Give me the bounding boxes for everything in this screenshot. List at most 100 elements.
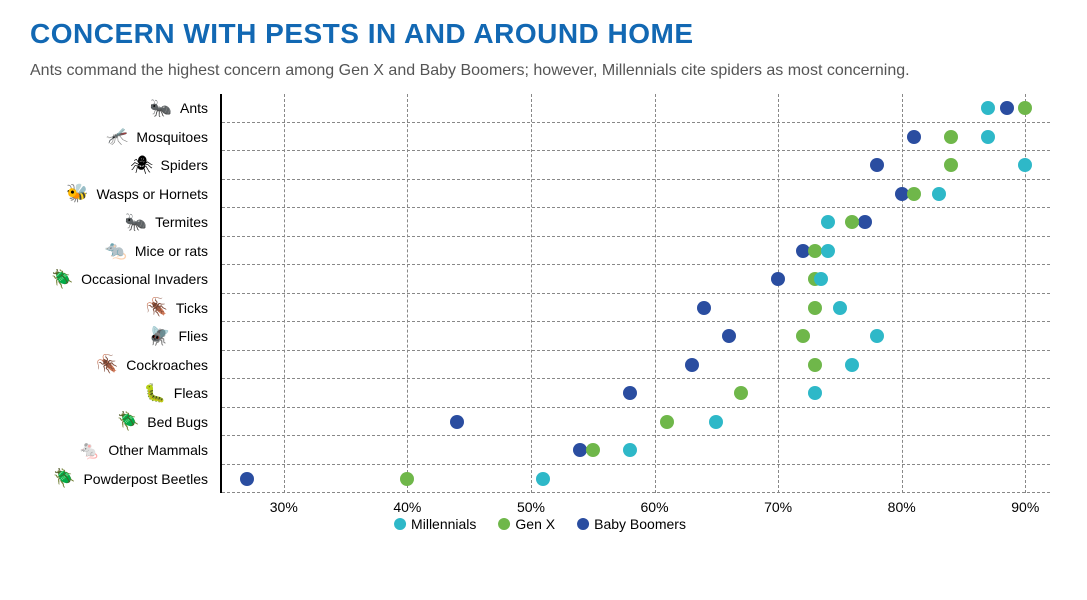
pest-icon: 🐝 bbox=[66, 183, 88, 205]
chart-row bbox=[222, 180, 1050, 209]
row-label: Other Mammals bbox=[108, 442, 208, 458]
row-label-wrap: 🪲Occasional Invaders bbox=[30, 265, 218, 294]
pest-icon: 🐁 bbox=[78, 439, 100, 461]
row-label: Spiders bbox=[161, 157, 208, 173]
data-marker-genx bbox=[734, 386, 748, 400]
data-marker-genx bbox=[1018, 101, 1032, 115]
data-marker-boomers bbox=[858, 215, 872, 229]
data-marker-millennials bbox=[821, 215, 835, 229]
pest-icon: 🪲 bbox=[117, 411, 139, 433]
pest-icon: 🐀 bbox=[105, 240, 127, 262]
chart-row bbox=[222, 408, 1050, 437]
data-marker-millennials bbox=[845, 358, 859, 372]
row-label-wrap: 🐛 Fleas bbox=[30, 379, 218, 408]
x-axis-tick-label: 50% bbox=[517, 499, 545, 515]
chart-row bbox=[222, 208, 1050, 237]
chart-row bbox=[222, 465, 1050, 494]
row-label-wrap: 🪳 Ticks bbox=[30, 294, 218, 323]
pest-icon: 🪳 bbox=[146, 297, 168, 319]
pest-icon: 🪲 bbox=[53, 468, 75, 490]
data-marker-genx bbox=[808, 301, 822, 315]
row-label-wrap: 🪳 Cockroaches bbox=[30, 351, 218, 380]
pest-icon: 🐜 bbox=[150, 97, 172, 119]
row-label-wrap: 🐝 Wasps or Hornets bbox=[30, 180, 218, 209]
data-marker-millennials bbox=[814, 272, 828, 286]
data-marker-boomers bbox=[685, 358, 699, 372]
row-label-wrap: 🪲 Powderpost Beetles bbox=[30, 465, 218, 494]
row-label: Ticks bbox=[176, 300, 208, 316]
row-label: Cockroaches bbox=[126, 357, 208, 373]
data-marker-genx bbox=[400, 472, 414, 486]
legend-label: Baby Boomers bbox=[594, 516, 686, 532]
data-marker-millennials bbox=[833, 301, 847, 315]
pest-icon: 🪰 bbox=[148, 325, 170, 347]
pest-icon: 🐜 bbox=[125, 211, 147, 233]
row-label-wrap: 🐁 Other Mammals bbox=[30, 436, 218, 465]
data-marker-genx bbox=[660, 415, 674, 429]
data-marker-millennials bbox=[932, 187, 946, 201]
legend-label: Gen X bbox=[515, 516, 555, 532]
pest-icon: 🪳 bbox=[96, 354, 118, 376]
row-label: Mice or rats bbox=[135, 243, 208, 259]
legend: Millennials Gen X Baby Boomers bbox=[394, 516, 686, 532]
chart-title: CONCERN WITH PESTS IN AND AROUND HOME bbox=[30, 18, 1057, 50]
chart-row bbox=[222, 123, 1050, 152]
data-marker-genx bbox=[808, 358, 822, 372]
data-marker-boomers bbox=[1000, 101, 1014, 115]
chart-row bbox=[222, 237, 1050, 266]
row-label-wrap: 🐀 Mice or rats bbox=[30, 237, 218, 266]
plot-area: 30%40%50%60%70%80%90% bbox=[220, 94, 1050, 493]
data-marker-millennials bbox=[536, 472, 550, 486]
data-marker-boomers bbox=[870, 158, 884, 172]
data-marker-genx bbox=[796, 329, 810, 343]
row-label: Ants bbox=[180, 100, 208, 116]
row-label-wrap: 🪲 Bed Bugs bbox=[30, 408, 218, 437]
row-label: Wasps or Hornets bbox=[96, 186, 208, 202]
pest-icon: 🐛 bbox=[144, 382, 166, 404]
data-marker-genx bbox=[944, 130, 958, 144]
legend-dot-icon bbox=[394, 518, 406, 530]
data-marker-millennials bbox=[821, 244, 835, 258]
data-marker-millennials bbox=[981, 101, 995, 115]
row-label-wrap: 🪰 Flies bbox=[30, 322, 218, 351]
row-label-wrap: 🕷 Spiders bbox=[30, 151, 218, 180]
data-marker-millennials bbox=[981, 130, 995, 144]
chart-row bbox=[222, 151, 1050, 180]
data-marker-millennials bbox=[623, 443, 637, 457]
x-axis-tick-label: 70% bbox=[764, 499, 792, 515]
pest-icon: 🕷 bbox=[131, 154, 153, 176]
chart-row bbox=[222, 94, 1050, 123]
row-label: Termites bbox=[155, 214, 208, 230]
legend-dot-icon bbox=[577, 518, 589, 530]
row-label: Bed Bugs bbox=[147, 414, 208, 430]
chart-row bbox=[222, 322, 1050, 351]
data-marker-boomers bbox=[240, 472, 254, 486]
data-marker-boomers bbox=[623, 386, 637, 400]
x-axis-tick-label: 90% bbox=[1011, 499, 1039, 515]
chart-row bbox=[222, 265, 1050, 294]
row-label-wrap: 🐜 Ants bbox=[30, 94, 218, 123]
pest-icon: 🪲 bbox=[51, 268, 73, 290]
row-label: Fleas bbox=[174, 385, 208, 401]
row-label: Flies bbox=[178, 328, 208, 344]
data-marker-millennials bbox=[870, 329, 884, 343]
x-axis-tick-label: 30% bbox=[270, 499, 298, 515]
data-marker-genx bbox=[586, 443, 600, 457]
legend-item: Baby Boomers bbox=[577, 516, 686, 532]
data-marker-boomers bbox=[450, 415, 464, 429]
chart-subtitle: Ants command the highest concern among G… bbox=[30, 62, 1057, 80]
row-label-wrap: 🐜 Termites bbox=[30, 208, 218, 237]
row-label-wrap: 🦟 Mosquitoes bbox=[30, 123, 218, 152]
legend-dot-icon bbox=[498, 518, 510, 530]
data-marker-genx bbox=[907, 187, 921, 201]
data-marker-boomers bbox=[722, 329, 736, 343]
data-marker-millennials bbox=[808, 386, 822, 400]
pest-icon: 🦟 bbox=[106, 126, 128, 148]
data-marker-boomers bbox=[771, 272, 785, 286]
legend-label: Millennials bbox=[411, 516, 476, 532]
data-marker-genx bbox=[845, 215, 859, 229]
data-marker-millennials bbox=[709, 415, 723, 429]
row-label: Mosquitoes bbox=[136, 129, 208, 145]
row-label: Powderpost Beetles bbox=[83, 471, 208, 487]
chart-container: 30%40%50%60%70%80%90% 🐜 Ants 🦟 Mosquitoes 🕷 S… bbox=[30, 94, 1050, 534]
